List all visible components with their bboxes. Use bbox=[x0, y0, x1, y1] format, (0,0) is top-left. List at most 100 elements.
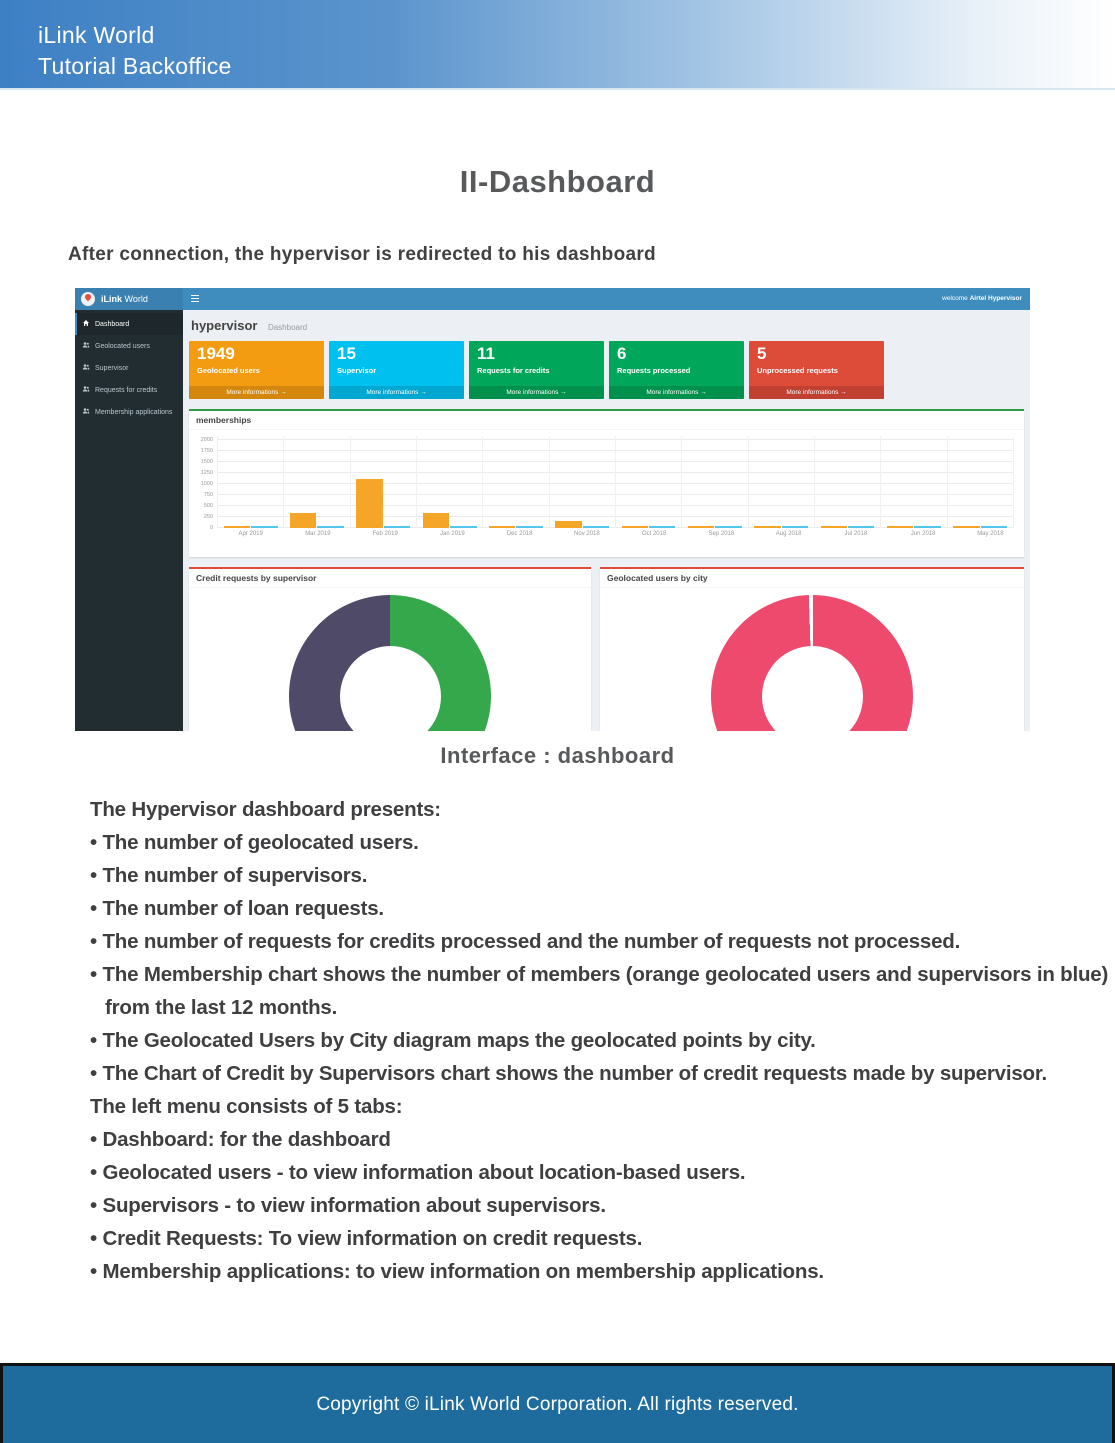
users-icon bbox=[82, 407, 90, 417]
credit-requests-panel-title: Credit requests by supervisor bbox=[189, 569, 591, 588]
sidebar-item-label: Membership applications bbox=[95, 408, 173, 416]
dashboard-screenshot: iLink World welcome Airtel Hypervisor Da… bbox=[75, 288, 1030, 731]
sidebar-item-label: Dashboard bbox=[95, 320, 130, 328]
body-line: • Dashboard: for the dashboard bbox=[90, 1128, 391, 1151]
donut-hole bbox=[761, 645, 863, 731]
bar-group-apr-2019 bbox=[217, 436, 283, 528]
screenshot-caption: Interface : dashboard bbox=[440, 743, 675, 768]
geolocated-city-panel: Geolocated users by city bbox=[600, 567, 1024, 731]
sidebar-item-geolocated-users[interactable]: Geolocated users bbox=[75, 335, 183, 357]
dashboard-icon bbox=[82, 319, 90, 329]
x-tick: Jan 2019 bbox=[440, 531, 465, 537]
x-tick: Mar 2019 bbox=[305, 531, 331, 537]
bar-group-mar-2019 bbox=[283, 436, 349, 528]
sidebar-menu: Dashboard Geolocated users Supervisor Reque… bbox=[75, 310, 183, 731]
stat-value: 15 bbox=[337, 344, 356, 363]
stat-card-unprocessed-requests: 5 Unprocessed requests More informations → bbox=[749, 341, 884, 399]
memberships-panel: memberships 2000 1750 1500 1250 1000 750 500 25… bbox=[189, 409, 1024, 557]
bar bbox=[489, 526, 516, 528]
copyright-text: Copyright © iLink World Corporation. All… bbox=[316, 1393, 799, 1415]
page-title: II-Dashboard bbox=[459, 164, 656, 199]
bar bbox=[848, 526, 875, 528]
x-tick: Jun 2018 bbox=[910, 531, 936, 537]
more-informations-link[interactable]: More informations → bbox=[749, 386, 884, 399]
geolocated-city-donut-chart bbox=[711, 595, 913, 731]
x-tick: Oct 2018 bbox=[641, 531, 667, 537]
bar-cells bbox=[217, 436, 1013, 528]
y-tick: 1500 bbox=[200, 459, 213, 465]
stat-value: 6 bbox=[617, 344, 627, 363]
body-text: The Hypervisor dashboard presents: • The … bbox=[90, 793, 1115, 1288]
sidebar-item-label: Supervisor bbox=[95, 364, 129, 372]
credit-requests-panel: Credit requests by supervisor bbox=[189, 567, 591, 731]
donut-row: Credit requests by supervisor Geolocated… bbox=[189, 567, 1024, 731]
bar bbox=[450, 526, 477, 528]
stat-label: Supervisor bbox=[337, 366, 377, 375]
content-header: hypervisor Dashboard bbox=[189, 310, 1024, 341]
bar-group-jan-2019 bbox=[415, 436, 482, 528]
users-icon bbox=[82, 385, 90, 395]
x-tick: Aug 2018 bbox=[775, 531, 802, 537]
bar bbox=[754, 526, 781, 528]
brand-text: iLink World bbox=[101, 294, 148, 304]
sidebar-item-requests-for-credits[interactable]: Requests for credits bbox=[75, 379, 183, 401]
content-title: hypervisor bbox=[191, 318, 258, 333]
body-line: • The Geolocated Users by City diagram m… bbox=[90, 1029, 816, 1052]
stat-label: Geolocated users bbox=[197, 366, 260, 375]
bar-group-dec-2018 bbox=[482, 436, 548, 528]
memberships-chart: 2000 1750 1500 1250 1000 750 500 250 0 bbox=[189, 430, 1024, 531]
y-tick: 1250 bbox=[200, 470, 213, 476]
sidebar-item-label: Geolocated users bbox=[95, 342, 150, 350]
stat-value: 1949 bbox=[197, 344, 235, 363]
intro-text: After connection, the hypervisor is redi… bbox=[68, 244, 656, 265]
bar bbox=[715, 526, 742, 528]
bar bbox=[223, 526, 251, 528]
welcome-username: Airtel Hypervisor bbox=[969, 295, 1022, 302]
bar bbox=[582, 526, 610, 528]
x-tick: Feb 2019 bbox=[372, 531, 398, 537]
bar bbox=[290, 513, 317, 528]
body-line: from the last 12 months. bbox=[105, 996, 338, 1019]
breadcrumb: Dashboard bbox=[267, 323, 308, 332]
bar bbox=[422, 513, 450, 528]
welcome-user[interactable]: welcome Airtel Hypervisor bbox=[942, 295, 1022, 302]
body-line: • Geolocated users - to view information… bbox=[90, 1161, 746, 1184]
sidebar-item-membership-applications[interactable]: Membership applications bbox=[75, 401, 183, 423]
more-informations-link[interactable]: More informations → bbox=[329, 386, 464, 399]
sidebar-item-dashboard[interactable]: Dashboard bbox=[75, 313, 183, 335]
bar-group-jul-2018 bbox=[813, 436, 880, 528]
x-tick: Nov 2018 bbox=[574, 531, 600, 537]
bar-group-jun-2018 bbox=[880, 436, 946, 528]
stat-card-requests-for-credits: 11 Requests for credits More informations … bbox=[469, 341, 604, 399]
sidebar-toggle-icon[interactable] bbox=[191, 295, 199, 302]
body-line: • The Chart of Credit by Supervisors cha… bbox=[90, 1062, 1048, 1085]
bar bbox=[980, 526, 1008, 528]
x-tick: Apr 2019 bbox=[238, 531, 263, 537]
brand[interactable]: iLink World bbox=[75, 288, 183, 310]
bar bbox=[356, 479, 383, 528]
body-line: • The number of requests for credits pro… bbox=[90, 930, 961, 953]
body-line: • Membership applications: to view infor… bbox=[90, 1260, 824, 1283]
more-informations-link[interactable]: More informations → bbox=[189, 386, 324, 399]
bar-group-feb-2019 bbox=[349, 436, 416, 528]
users-icon bbox=[82, 363, 90, 373]
memberships-panel-title: memberships bbox=[189, 411, 1024, 430]
users-icon bbox=[82, 341, 90, 351]
y-tick: 1750 bbox=[200, 448, 213, 454]
bar-group-nov-2018 bbox=[548, 436, 615, 528]
stat-card-requests-processed: 6 Requests processed More informations → bbox=[609, 341, 744, 399]
credit-requests-donut-chart bbox=[289, 595, 491, 731]
bar bbox=[317, 526, 344, 528]
bar bbox=[914, 526, 941, 528]
sidebar-item-supervisor[interactable]: Supervisor bbox=[75, 357, 183, 379]
bar bbox=[688, 526, 715, 528]
body-line: • Supervisors - to view information abou… bbox=[90, 1194, 606, 1217]
body-line: • The number of supervisors. bbox=[90, 864, 368, 887]
bar-plot bbox=[217, 436, 1014, 528]
body-line: • The number of geolocated users. bbox=[90, 831, 419, 854]
more-informations-link[interactable]: More informations → bbox=[469, 386, 604, 399]
y-tick: 2000 bbox=[200, 437, 213, 443]
y-axis: 2000 1750 1500 1250 1000 750 500 250 0 bbox=[193, 436, 217, 531]
bar bbox=[251, 526, 278, 528]
more-informations-link[interactable]: More informations → bbox=[609, 386, 744, 399]
